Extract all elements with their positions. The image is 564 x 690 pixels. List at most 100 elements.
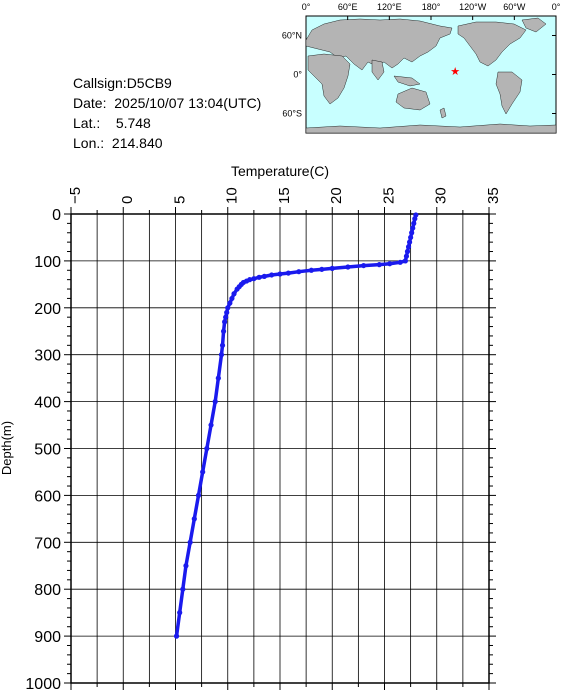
data-point (261, 273, 267, 279)
data-point (212, 399, 218, 405)
map-lat-label: 0° (293, 70, 302, 80)
map-lat-label: 60°N (282, 31, 302, 41)
map-lon-label: 120°W (459, 2, 487, 12)
x-axis-title: Temperature(C) (231, 163, 329, 179)
x-tick-label: 35 (485, 187, 502, 204)
data-point (285, 270, 291, 276)
data-point (195, 492, 202, 498)
data-point (404, 248, 411, 255)
data-point (180, 586, 186, 592)
y-tick-label: 800 (34, 582, 61, 599)
y-tick-label: 300 (34, 348, 61, 365)
date-value: 2025/10/07 13:04(UTC) (114, 95, 262, 111)
y-tick-label: 700 (34, 535, 61, 552)
data-point (225, 305, 231, 311)
data-point (219, 342, 226, 348)
data-point (223, 314, 229, 320)
data-point (308, 267, 314, 273)
y-tick-label: 200 (34, 301, 61, 318)
land-antarctica (305, 123, 557, 134)
map-lat-label: 60°S (282, 109, 302, 119)
land-india (371, 59, 385, 81)
data-point (218, 352, 225, 358)
date-label: Date: (73, 95, 107, 111)
data-point (191, 516, 197, 522)
y-tick-label: 600 (34, 488, 61, 505)
data-point (402, 258, 408, 264)
map-landmasses (305, 17, 557, 134)
map-lon-label: 0° (302, 2, 311, 12)
date-row: Date: 2025/10/07 13:04(UTC) (73, 93, 261, 113)
data-point (361, 262, 367, 269)
data-point (177, 610, 183, 616)
x-tick-label: 30 (433, 187, 450, 204)
data-point (345, 264, 351, 270)
map-lon-label: 120°E (377, 2, 402, 12)
data-point (277, 271, 283, 277)
data-point (269, 272, 275, 278)
data-point (319, 266, 325, 272)
axis-ticks (64, 207, 496, 690)
data-point (412, 216, 418, 222)
x-tick-labels: −5 0 5 10 15 20 25 30 35 (67, 187, 502, 204)
data-point (208, 422, 214, 428)
map-lon-label: 60°E (338, 2, 358, 12)
x-tick-label: 20 (328, 187, 345, 204)
map-lon-label: 0° (552, 2, 561, 12)
data-point (231, 291, 237, 297)
data-point (256, 274, 262, 280)
y-tick-label: 400 (34, 395, 61, 412)
land-south-america (495, 71, 523, 115)
y-tick-label: 100 (34, 254, 61, 271)
data-point (173, 633, 180, 639)
x-tick-label: 10 (224, 187, 241, 204)
map-graticule (305, 16, 557, 114)
map-side-labels: 60°N 0° 60°S (282, 31, 303, 119)
land-newzealand (439, 107, 447, 119)
data-point (183, 563, 189, 569)
y-tick-label: 0 (52, 207, 61, 224)
x-tick-label: −5 (67, 187, 84, 204)
temperature-series (173, 212, 419, 639)
lat-row: Lat.: 5.748 (73, 113, 261, 133)
data-point (329, 265, 335, 272)
chart-grid (70, 213, 490, 684)
lat-label: Lat.: (73, 115, 101, 131)
x-tick-label: 5 (171, 196, 188, 204)
y-tick-labels: 0 100 200 300 400 500 600 700 800 900 1000 (25, 207, 61, 690)
data-point (187, 539, 193, 545)
data-point (376, 262, 382, 268)
y-tick-label: 500 (34, 442, 61, 459)
x-tick-label: 15 (276, 187, 293, 204)
data-point (397, 259, 403, 265)
lon-row: Lon.: 214.840 (73, 133, 261, 153)
data-point (296, 269, 302, 275)
data-point (200, 469, 206, 475)
data-point (224, 309, 230, 316)
data-point (204, 445, 210, 452)
x-tick-label: 25 (380, 187, 397, 204)
lon-label: Lon.: (73, 135, 105, 151)
lat-value: 5.748 (115, 115, 151, 131)
land-africa (307, 53, 351, 105)
data-point (234, 286, 240, 292)
data-point (215, 375, 221, 381)
land-north-america (457, 21, 527, 67)
data-point (229, 295, 235, 302)
x-tick-label: 0 (119, 196, 136, 204)
land-australia (395, 87, 431, 111)
data-point (411, 220, 417, 226)
y-tick-label: 1000 (25, 676, 61, 690)
y-axis-title: Depth(m) (0, 421, 14, 475)
land-indonesia (393, 75, 421, 87)
map-lon-label: 180° (422, 2, 441, 12)
data-point (409, 230, 415, 236)
data-point (408, 234, 414, 241)
star-icon: ★ (450, 66, 460, 78)
data-point (222, 319, 228, 325)
data-point (251, 276, 257, 282)
map-lon-label: 60°W (503, 2, 526, 12)
world-map: 0° 60°E 120°E 180° 120°W 60°W 0° 60°N 0° 60°S ★ (282, 2, 561, 134)
callsign-text: Callsign:D5CB9 (73, 75, 172, 91)
data-point (406, 239, 413, 245)
